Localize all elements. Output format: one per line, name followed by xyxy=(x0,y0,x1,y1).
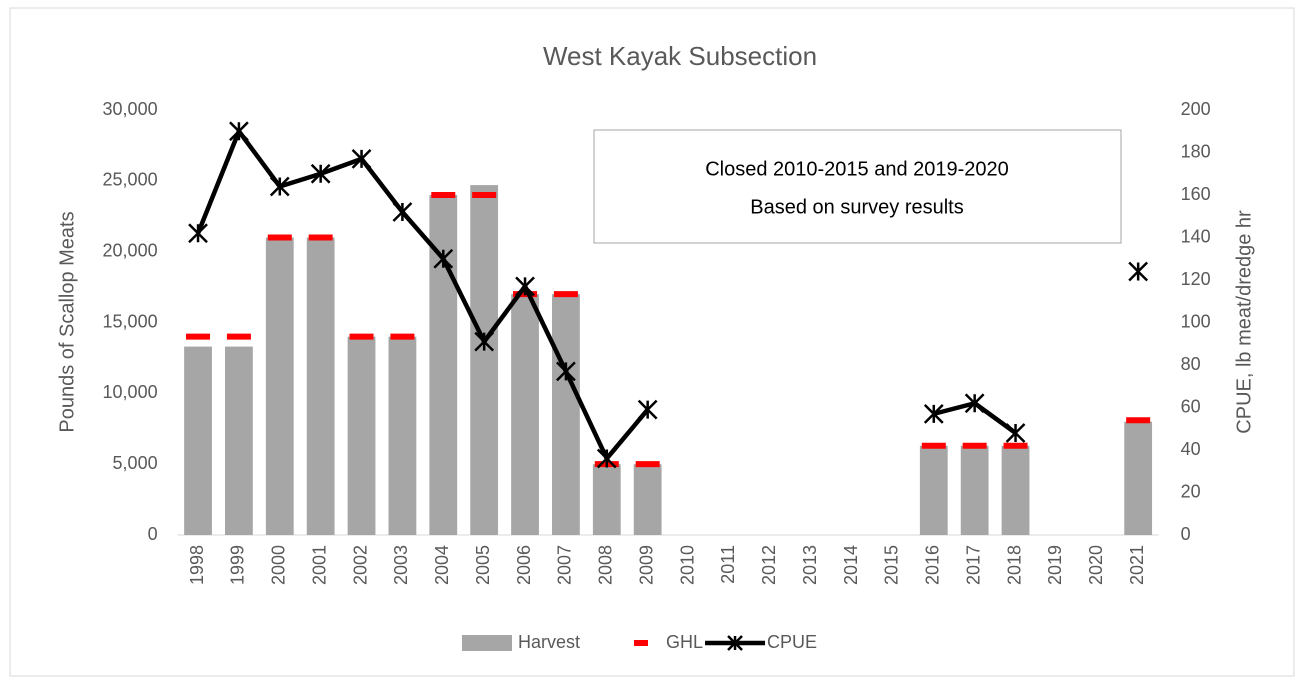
x-tick-label: 2010 xyxy=(677,545,697,585)
legend-swatch xyxy=(462,635,512,651)
cpue-marker xyxy=(229,121,249,142)
y2-tick-label: 180 xyxy=(1181,141,1211,161)
legend-label: Harvest xyxy=(518,632,580,652)
chart-border xyxy=(9,7,1295,677)
cpue-marker xyxy=(269,176,290,197)
y2-tick-label: 40 xyxy=(1181,439,1201,459)
bar xyxy=(1001,445,1030,535)
x-tick-label: 2015 xyxy=(882,545,902,585)
x-tick-label: 2000 xyxy=(269,545,289,585)
cpue-marker xyxy=(433,248,454,269)
x-tick-label: 2009 xyxy=(636,545,656,585)
bar xyxy=(306,237,335,535)
y2-tick-label: 140 xyxy=(1181,226,1211,246)
cpue-marker xyxy=(596,448,617,469)
x-tick-label: 2003 xyxy=(391,545,411,585)
chart-title: West Kayak Subsection xyxy=(543,41,817,71)
x-tick-label: 2005 xyxy=(473,545,493,585)
y-tick-label: 20,000 xyxy=(103,240,158,260)
cpue-marker xyxy=(474,331,495,352)
bar xyxy=(347,336,376,535)
y2-tick-label: 120 xyxy=(1181,269,1211,289)
x-tick-label: 2014 xyxy=(841,545,861,585)
annotation: Based on survey results xyxy=(750,196,963,218)
cpue-marker xyxy=(188,223,208,244)
y-tick-label: 10,000 xyxy=(103,382,158,402)
bar xyxy=(919,445,948,535)
x-tick-label: 2012 xyxy=(759,545,779,585)
x-tick-label: 2016 xyxy=(923,545,943,585)
cpue-marker xyxy=(515,276,535,297)
y2-tick-label: 100 xyxy=(1181,311,1211,331)
bar xyxy=(388,336,417,535)
annotation: Closed 2010-2015 and 2019-2020 xyxy=(705,158,1009,180)
x-tick-label: 2013 xyxy=(800,545,820,585)
legend-marker xyxy=(727,635,743,651)
bar xyxy=(225,346,253,535)
x-tick-label: 2006 xyxy=(514,545,534,585)
bar xyxy=(633,464,662,535)
y2-tick-label: 200 xyxy=(1181,99,1211,119)
y-tick-label: 25,000 xyxy=(103,170,158,190)
y2-tick-label: 0 xyxy=(1181,524,1191,544)
x-tick-label: 2001 xyxy=(309,545,329,585)
y-axis-title: Pounds of Scallop Meats xyxy=(56,211,78,432)
bar xyxy=(511,294,539,535)
bar xyxy=(265,237,294,535)
cpue-marker xyxy=(1005,423,1026,443)
x-tick-label: 2019 xyxy=(1045,545,1065,585)
x-tick-label: 2007 xyxy=(555,545,575,585)
y2-tick-label: 20 xyxy=(1181,481,1201,501)
cpue-marker xyxy=(392,202,413,222)
x-tick-label: 1999 xyxy=(228,545,248,585)
y-tick-label: 30,000 xyxy=(103,99,158,119)
bar xyxy=(960,445,989,535)
cpue-marker xyxy=(923,403,944,424)
x-tick-label: 2011 xyxy=(718,545,738,584)
x-tick-label: 2008 xyxy=(596,545,616,585)
y-tick-label: 5,000 xyxy=(113,453,158,473)
y-tick-label: 0 xyxy=(148,524,158,544)
y2-tick-label: 60 xyxy=(1181,396,1201,416)
y2-tick-label: 80 xyxy=(1181,354,1201,374)
x-tick-label: 1998 xyxy=(187,545,207,585)
cpue-marker xyxy=(637,399,658,420)
cpue-marker xyxy=(351,148,372,169)
cpue-marker xyxy=(310,163,331,184)
bar xyxy=(470,185,499,536)
x-tick-label: 2020 xyxy=(1086,545,1106,585)
y-tick-label: 15,000 xyxy=(103,311,158,331)
bar xyxy=(1124,421,1153,535)
x-tick-label: 2004 xyxy=(432,545,452,585)
x-tick-label: 2018 xyxy=(1004,545,1024,585)
y2-tick-label: 160 xyxy=(1181,184,1211,204)
cpue-marker xyxy=(1128,261,1149,282)
x-tick-label: 2021 xyxy=(1127,545,1147,585)
y2-axis-title: CPUE, lb meat/dredge hr xyxy=(1233,210,1255,434)
annotation-box xyxy=(593,129,1122,244)
cpue-marker xyxy=(964,393,985,414)
cpue-marker xyxy=(556,361,576,382)
bar xyxy=(184,346,212,535)
legend-label: CPUE xyxy=(767,632,817,652)
legend-label: GHL xyxy=(666,632,703,652)
bar xyxy=(552,294,580,535)
x-tick-label: 2002 xyxy=(350,545,370,585)
x-tick-label: 2017 xyxy=(963,545,983,585)
bar xyxy=(592,464,621,535)
